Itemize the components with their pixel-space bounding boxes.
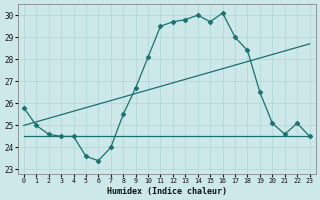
X-axis label: Humidex (Indice chaleur): Humidex (Indice chaleur) bbox=[107, 187, 227, 196]
